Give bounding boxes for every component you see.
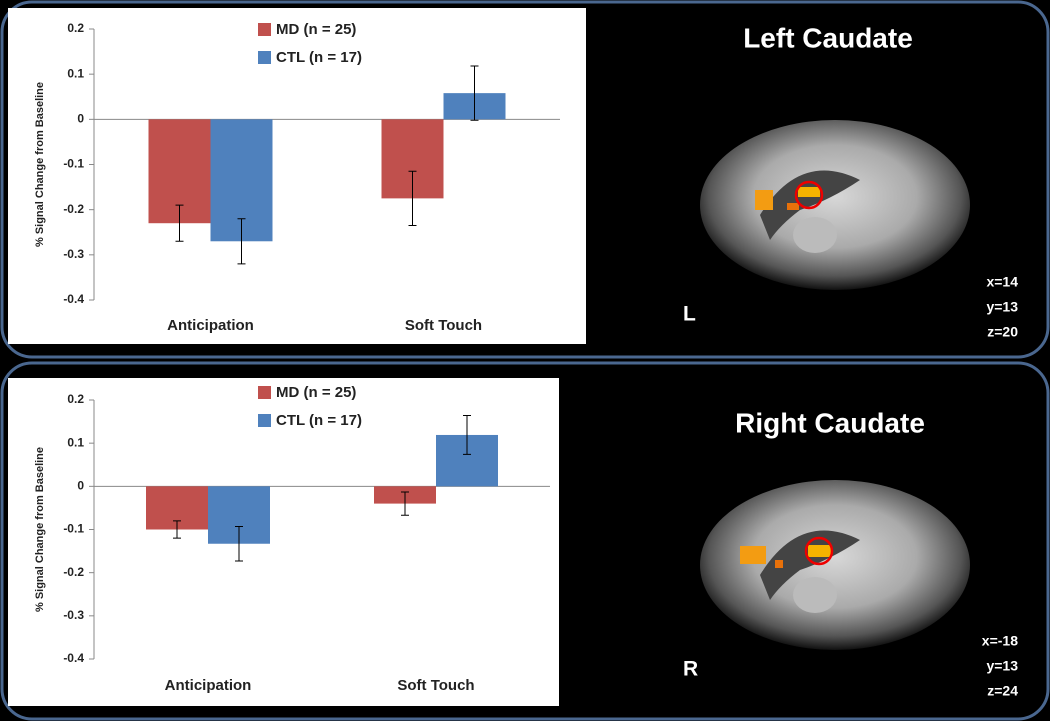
hemisphere-label: L [683, 303, 696, 326]
legend-swatch [258, 23, 271, 36]
legend-label: MD (n = 25) [276, 384, 356, 401]
error-bar [463, 415, 471, 455]
hemisphere-label: R [683, 658, 698, 681]
y-tick-label: 0 [77, 479, 84, 493]
brain-image [678, 98, 1000, 338]
coordinate: z=20 [987, 324, 1018, 340]
panel-title: Right Caudate [735, 407, 925, 438]
y-tick-label: 0.2 [67, 392, 84, 406]
x-tick-label: Anticipation [167, 317, 254, 334]
y-tick-label: -0.1 [63, 157, 84, 171]
error-bar [235, 525, 243, 562]
error-bar [175, 204, 184, 242]
error-bar [408, 170, 417, 226]
y-axis-title: % Signal Change from Baseline [34, 82, 46, 247]
coordinate: x=-18 [982, 633, 1018, 649]
y-tick-label: -0.4 [63, 651, 84, 665]
y-tick-label: -0.3 [63, 608, 84, 622]
legend-label: CTL (n = 17) [276, 412, 362, 429]
coordinate: z=24 [987, 683, 1018, 699]
legend-label: MD (n = 25) [276, 21, 356, 38]
y-tick-label: 0.1 [67, 435, 84, 449]
x-tick-label: Soft Touch [397, 677, 474, 694]
panel-title: Left Caudate [743, 22, 913, 53]
legend-swatch [258, 386, 271, 399]
legend-swatch [258, 51, 271, 64]
legend-label: CTL (n = 17) [276, 49, 362, 66]
y-tick-label: -0.2 [63, 202, 84, 216]
y-axis-title: % Signal Change from Baseline [34, 447, 46, 612]
error-bar [470, 65, 479, 121]
y-tick-label: -0.1 [63, 522, 84, 536]
coordinate: x=14 [986, 274, 1018, 290]
legend-swatch [258, 414, 271, 427]
y-tick-label: -0.4 [63, 292, 84, 306]
x-tick-label: Soft Touch [405, 317, 482, 334]
error-bar [237, 218, 246, 265]
y-tick-label: -0.3 [63, 247, 84, 261]
chart-background [8, 8, 586, 344]
y-tick-label: 0.1 [67, 66, 84, 80]
coordinate: y=13 [986, 658, 1018, 674]
y-tick-label: 0 [77, 112, 84, 126]
coordinate: y=13 [986, 299, 1018, 315]
error-bar [173, 520, 181, 539]
brain-image [678, 458, 1000, 698]
x-tick-label: Anticipation [165, 677, 252, 694]
y-tick-label: -0.2 [63, 565, 84, 579]
error-bar [401, 491, 409, 516]
y-tick-label: 0.2 [67, 21, 84, 35]
